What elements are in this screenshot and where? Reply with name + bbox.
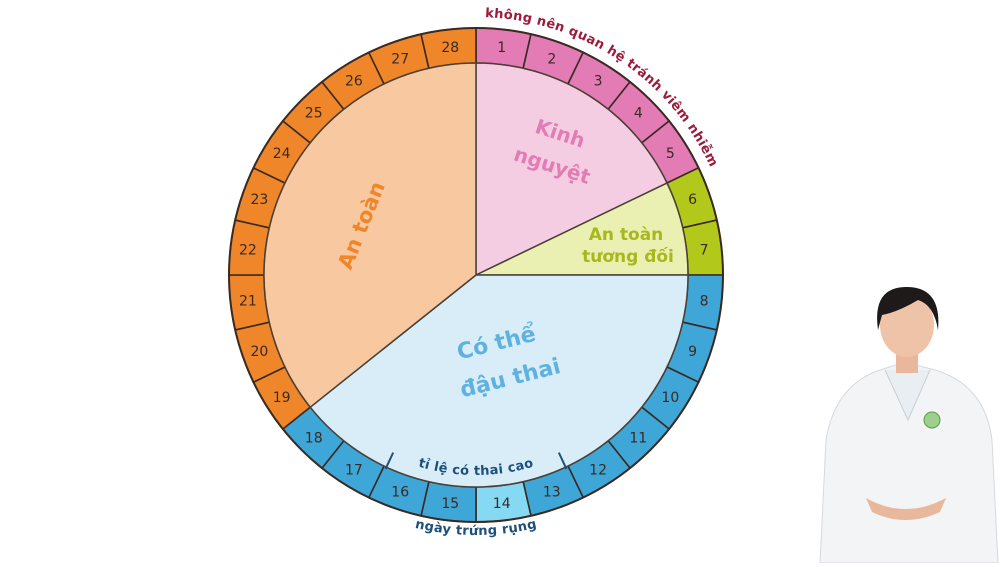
day-number: 11 (629, 430, 647, 446)
pie-sector (475, 62, 669, 277)
day-number: 21 (239, 294, 257, 310)
day-number: 9 (688, 344, 697, 360)
bracket-mark (384, 452, 395, 470)
day-number: 13 (543, 485, 561, 501)
day-number: 2 (547, 51, 556, 67)
relatively-safe-label: tương đối (582, 246, 674, 267)
day-number: 20 (250, 344, 268, 360)
outer-rim (228, 27, 724, 523)
day-number: 7 (700, 242, 709, 258)
day-number: 10 (661, 390, 679, 406)
day-number: 28 (441, 40, 459, 56)
presenter-photo (810, 270, 1000, 564)
day-number: 17 (345, 462, 363, 478)
pie-sector (263, 62, 477, 409)
ovulation-note: ngày trứng rụng (414, 517, 538, 539)
day-number: 8 (700, 294, 709, 310)
day-number: 22 (239, 242, 257, 258)
bracket-mark (557, 452, 568, 470)
day-number: 23 (250, 192, 268, 208)
relatively-safe-label: An toàn (589, 225, 664, 245)
day-number: 27 (391, 51, 409, 67)
day-number: 6 (688, 192, 697, 208)
day-number: 3 (594, 74, 603, 90)
day-number: 5 (666, 146, 675, 162)
day-number: 15 (441, 496, 459, 512)
day-number: 24 (273, 146, 291, 162)
day-number: 14 (493, 496, 511, 512)
day-number: 18 (305, 430, 323, 446)
inner-pie (263, 62, 689, 488)
day-number: 16 (391, 485, 409, 501)
svg-text:ngày trứng rụng: ngày trứng rụng (414, 517, 538, 539)
day-number: 26 (345, 74, 363, 90)
day-number: 12 (589, 462, 607, 478)
day-number: 4 (634, 106, 643, 122)
day-number: 25 (305, 106, 323, 122)
day-number: 19 (273, 390, 291, 406)
day-number: 1 (497, 40, 506, 56)
pie-sector (309, 274, 689, 488)
